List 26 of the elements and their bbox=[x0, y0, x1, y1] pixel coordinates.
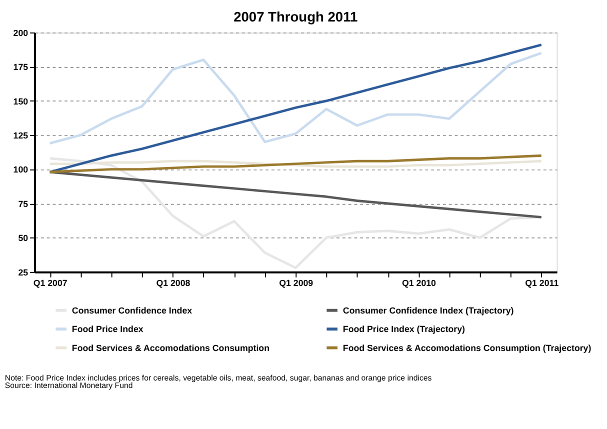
legend-label: Consumer Confidence Index (Trajectory) bbox=[342, 305, 514, 316]
line-series bbox=[48, 170, 543, 218]
legend-label: Food Services & Accomodations Consumption (Trajectory) bbox=[342, 342, 592, 353]
y-tick-label: 100 bbox=[13, 164, 28, 175]
x-tick-label: Q1 2007 bbox=[33, 278, 68, 288]
y-tick-label: 175 bbox=[13, 62, 28, 72]
x-tick-label: Q1 2009 bbox=[279, 278, 314, 288]
y-tick-label: 150 bbox=[13, 96, 28, 106]
line-series bbox=[48, 154, 543, 174]
x-tick-label: Q1 2010 bbox=[402, 278, 436, 288]
y-tick-label: 75 bbox=[18, 198, 28, 209]
legend-label: Food Price Index (Trajectory) bbox=[342, 324, 466, 334]
legend-label: Consumer Confidence Index bbox=[72, 305, 192, 316]
text: Note: Food Price Index includes prices for cereals, vegetable oils, meat, seafood, sugar, bananas and orange price indices bbox=[4, 373, 432, 382]
x-tick-label: Q1 2008 bbox=[156, 278, 190, 288]
legend-label: Food Services & Accomodations Consumption bbox=[72, 342, 270, 353]
y-tick-label: 125 bbox=[13, 130, 28, 141]
y-tick-label: 200 bbox=[13, 28, 28, 38]
y-tick-label: 50 bbox=[18, 233, 28, 244]
chart-title: 2007 Through 2011 bbox=[234, 10, 358, 25]
y-tick-label: 25 bbox=[18, 267, 28, 278]
source-note: Source: International Monetary Fund bbox=[4, 381, 133, 390]
line-series bbox=[48, 52, 543, 145]
legend-label: Food Price Index bbox=[72, 324, 144, 334]
line-series bbox=[48, 44, 543, 174]
x-tick-label: Q1 2011 bbox=[525, 278, 559, 288]
